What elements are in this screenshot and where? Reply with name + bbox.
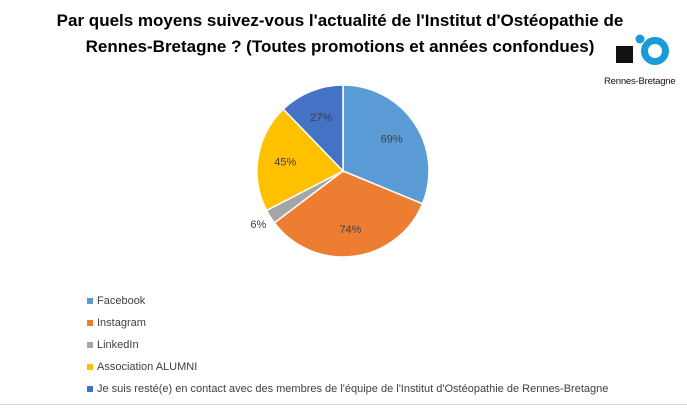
legend-label: Association ALUMNI <box>97 361 198 373</box>
institute-logo <box>616 34 669 65</box>
legend-swatch <box>87 320 93 326</box>
pie-chart: 69% 74% 6% 45% 27% <box>250 84 430 258</box>
data-label-1: 74% <box>339 224 361 236</box>
logo-square <box>616 46 633 63</box>
legend-label: Instagram <box>97 317 146 329</box>
legend-label: Facebook <box>97 295 146 307</box>
legend-item: Facebook <box>87 290 608 312</box>
data-label-0: 69% <box>381 133 403 145</box>
legend-swatch <box>87 342 93 348</box>
data-label-2: 6% <box>250 219 266 231</box>
pie-slice-0 <box>342 84 430 205</box>
legend: Facebook Instagram LinkedIn Association ALU… <box>87 290 608 400</box>
pie-slice-3 <box>256 108 345 212</box>
legend-label: LinkedIn <box>97 339 139 351</box>
legend-item: Association ALUMNI <box>87 356 608 378</box>
chart-title: Par quels moyens suivez-vous l'actualité… <box>56 11 624 56</box>
sheet-gridline <box>0 404 687 405</box>
logo-text: Rennes-Bretagne <box>604 76 676 87</box>
pie-slice-1 <box>273 170 424 258</box>
legend-label: Je suis resté(e) en contact avec des mem… <box>97 383 609 395</box>
legend-item: Instagram <box>87 312 608 334</box>
pie-slice-4 <box>282 84 344 173</box>
legend-item: LinkedIn <box>87 334 608 356</box>
legend-item: Je suis resté(e) en contact avec des mem… <box>87 378 608 400</box>
logo-ring <box>641 37 669 65</box>
legend-swatch <box>87 386 93 392</box>
data-label-3: 45% <box>274 156 296 168</box>
legend-swatch <box>87 364 93 370</box>
logo-dot <box>635 34 645 44</box>
legend-swatch <box>87 298 93 304</box>
data-label-4: 27% <box>310 112 332 124</box>
